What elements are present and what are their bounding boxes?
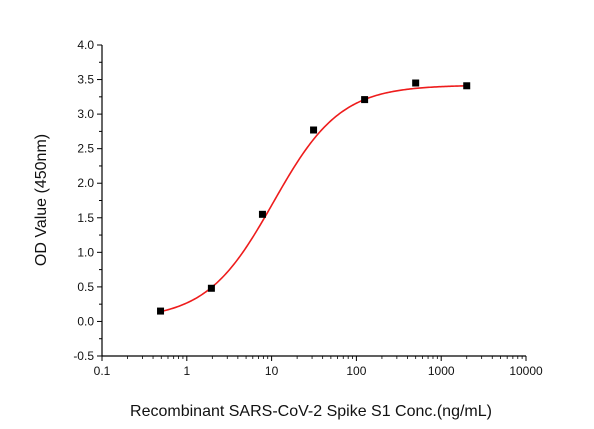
x-tick-label: 100 <box>346 364 366 378</box>
x-tick-label: 10000 <box>509 364 543 378</box>
y-tick-label: 0.0 <box>77 314 94 328</box>
y-tick-label: 3.5 <box>77 73 94 87</box>
data-point <box>412 79 420 87</box>
y-tick-label: 0.5 <box>77 280 94 294</box>
x-axis-title: Recombinant SARS-CoV-2 Spike S1 Conc.(ng… <box>130 403 492 420</box>
axes <box>101 45 526 357</box>
y-tick-label: 1.0 <box>77 245 94 259</box>
x-axis-ticks: 0.1 1 10 100 1000 10000 <box>94 356 543 378</box>
x-tick-label: 1000 <box>428 364 455 378</box>
y-tick-label: 2.5 <box>77 142 94 156</box>
data-point <box>361 96 369 104</box>
data-point <box>207 284 215 292</box>
y-tick-label: 2.0 <box>77 176 94 190</box>
data-point <box>157 307 165 315</box>
fit-curve <box>160 85 467 313</box>
y-tick-label: -0.5 <box>73 349 94 363</box>
x-tick-label: 1 <box>183 364 190 378</box>
data-points <box>157 79 471 315</box>
x-tick-label: 10 <box>265 364 279 378</box>
data-point <box>310 126 318 134</box>
data-point <box>463 82 471 90</box>
fit-curve-layer <box>160 85 467 313</box>
y-tick-label: 1.5 <box>77 211 94 225</box>
data-point <box>258 210 266 218</box>
y-axis-ticks: -0.5 0.0 0.5 1.0 1.5 2.0 2.5 3.0 3.5 4.0 <box>73 38 102 363</box>
x-tick-label: 0.1 <box>94 364 111 378</box>
y-tick-label: 4.0 <box>77 38 94 52</box>
y-tick-label: 3.0 <box>77 107 94 121</box>
y-axis-title: OD Value (450nm) <box>33 134 50 266</box>
